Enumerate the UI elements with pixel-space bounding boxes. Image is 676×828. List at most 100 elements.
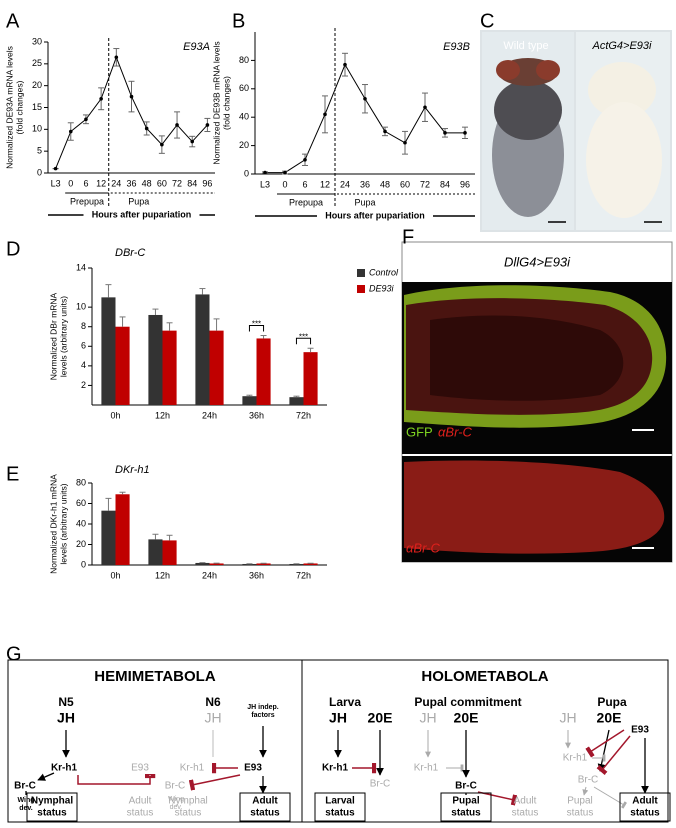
point [144,126,149,131]
point [84,117,88,122]
diagram-node: Kr-h1 [180,763,205,774]
diagram-node: Adult [252,796,278,807]
y-tick-label: 20 [239,140,249,150]
panel-label: B [232,10,245,32]
diagram-node: Adult [514,796,537,807]
y-axis-label: levels (arbitrary units) [58,296,68,377]
y-tick-label: 4 [81,360,86,370]
stage-label: Larva [329,695,361,709]
status-box [440,792,492,822]
diagram-node: dev. [19,805,33,812]
bar [148,314,163,405]
point [99,96,103,101]
diagram-node: status [250,808,280,819]
y-tick-label: 60 [76,498,86,508]
point [114,55,119,60]
y-tick-label: 20 [32,80,42,90]
x-tick-label: 48 [380,179,390,189]
panel-label: A [6,10,20,32]
diagram-node: JH indep. [247,704,279,711]
diagram-node: status [512,808,539,819]
chart-title: E93A [183,41,210,53]
bar [289,563,304,565]
y-axis-label: Normalized DE93B mRNA levels [211,41,221,164]
y-tick-label: 2 [81,380,86,390]
bar [289,397,304,405]
point [303,158,307,162]
y-tick-label: 10 [32,124,42,134]
y-tick-label: 0 [37,167,42,177]
diagram-node: Pupal [567,796,593,807]
diagram-node: Br-C [165,781,186,792]
y-tick-label: 8 [81,321,86,331]
diagram-node: Br-C [14,781,36,792]
x-tick-label: 36 [126,178,136,188]
data-line [55,55,208,169]
y-axis-label: levels (arbitrary units) [58,483,68,564]
diagram-node: 20E [368,710,393,726]
point [160,142,164,147]
image-title: DllG4>E93i [504,254,571,269]
x-tick-label: 0h [110,410,120,420]
diagram-node: E93 [631,725,649,736]
point [68,129,73,134]
x-tick-label: 36 [360,179,370,189]
panel-label: D [6,238,20,260]
legend-label: Control [369,267,399,277]
x-tick-label: 24h [202,410,217,420]
y-tick-label: 5 [37,146,42,156]
point [343,62,347,67]
phase-label: Pupa [128,196,149,206]
diagram-title: HEMIMETABOLA [94,668,216,685]
bar [115,326,130,405]
point [463,131,467,135]
bar [162,330,177,405]
point [53,166,58,171]
point [263,170,267,175]
x-tick-label: 36h [249,570,264,580]
bar [162,540,177,565]
image-label: ActG4>E93i [591,40,652,52]
y-tick-label: 10 [76,302,86,312]
diagram-node: status [325,808,355,819]
diagram-node: Kr-h1 [563,753,588,764]
image-label: GFP [406,424,433,439]
bar [148,539,163,565]
status-box [619,792,671,822]
bar [101,297,116,405]
x-tick-label: 24 [111,178,121,188]
status-box [239,792,291,822]
y-tick-label: 60 [239,83,249,93]
point [205,123,210,127]
y-tick-label: 15 [32,102,42,112]
photo-c: Wild type ActG4>E93i [480,30,672,232]
diagram-node: Nymphal [31,796,73,807]
diagram-node: JH [204,710,221,726]
diagram-node: status [451,808,481,819]
image-label: αBr-C [406,540,441,555]
legend-swatch [357,269,365,277]
diagram-node: 20E [454,710,479,726]
x-tick-label: 60 [400,179,410,189]
x-tick-label: 48 [142,178,152,188]
legend-label: DE93i [369,283,395,293]
point [383,129,387,134]
point [175,123,179,127]
diagram-node: JH [57,710,75,726]
x-tick-label: L3 [51,178,61,188]
diagram-node: 20E [597,710,622,726]
y-tick-label: 80 [239,55,249,65]
y-tick-label: 30 [32,36,42,46]
panel-label: C [480,10,494,32]
bar [115,494,130,565]
point [129,94,134,99]
significance-bracket [248,325,265,332]
image-label: Wild type [503,40,548,52]
panel-label: E [6,463,19,485]
x-tick-label: 84 [440,179,450,189]
status-box [26,792,78,822]
bar [209,330,224,405]
bar [256,563,271,565]
point [403,140,407,145]
